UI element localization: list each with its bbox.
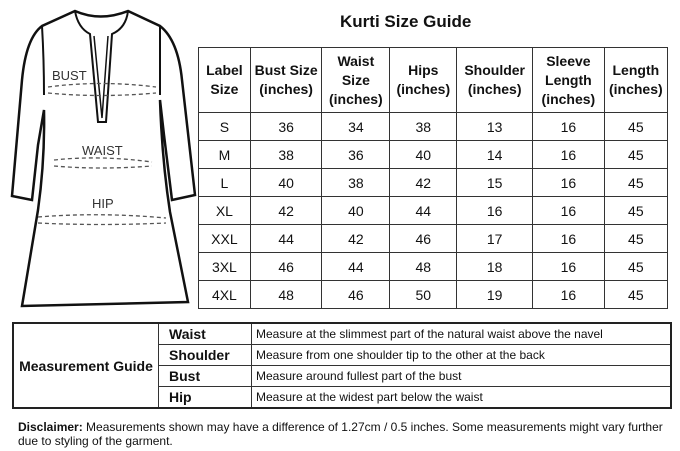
guide-text: Measure from one shoulder tip to the oth… <box>251 344 672 366</box>
table-cell: 46 <box>389 224 458 253</box>
size-table: Label Size Bust Size (inches) Waist Size (… <box>198 47 669 309</box>
column-header: Hips (inches) <box>389 47 458 113</box>
table-cell: 42 <box>389 168 458 197</box>
table-cell: 3XL <box>198 252 251 281</box>
guide-label: Hip <box>158 386 252 409</box>
table-cell: S <box>198 112 251 141</box>
table-cell: 36 <box>321 140 391 169</box>
guide-heading: Measurement Guide <box>12 322 159 409</box>
table-cell: M <box>198 140 251 169</box>
table-row: L 40 38 42 15 16 45 <box>198 168 669 197</box>
table-row: S 36 34 38 13 16 45 <box>198 112 669 141</box>
guide-row: Measurement Guide Waist Measure at the sli… <box>12 322 672 409</box>
table-cell: 45 <box>603 168 669 197</box>
table-cell: 16 <box>532 112 605 141</box>
disclaimer-text: Measurements shown may have a difference… <box>18 420 663 448</box>
table-cell: 16 <box>532 252 605 281</box>
table-cell: 45 <box>603 280 669 309</box>
table-cell: 14 <box>456 140 534 169</box>
table-cell: 17 <box>456 224 534 253</box>
column-header: Shoulder (inches) <box>456 47 534 113</box>
table-row: M 38 36 40 14 16 45 <box>198 140 669 169</box>
table-cell: 45 <box>603 112 669 141</box>
table-cell: 45 <box>603 140 669 169</box>
bust-label: BUST <box>52 68 87 83</box>
table-cell: 16 <box>532 168 605 197</box>
table-cell: 16 <box>532 224 605 253</box>
table-cell: 48 <box>389 252 458 281</box>
table-row: 3XL 46 44 48 18 16 45 <box>198 252 669 281</box>
guide-text: Measure at the slimmest part of the natu… <box>251 322 672 345</box>
table-cell: 44 <box>389 196 458 225</box>
guide-text: Measure at the widest part below the wai… <box>251 386 672 409</box>
page-title: Kurti Size Guide <box>340 12 472 31</box>
table-cell: 48 <box>249 280 323 309</box>
table-cell: 38 <box>321 168 391 197</box>
table-cell: 40 <box>321 196 391 225</box>
column-header: Label Size <box>198 47 251 113</box>
table-cell: 16 <box>456 196 534 225</box>
table-cell: 44 <box>321 252 391 281</box>
hip-label: HIP <box>92 196 114 211</box>
table-cell: XXL <box>198 224 251 253</box>
column-header: Waist Size (inches) <box>321 47 391 113</box>
table-row: XL 42 40 44 16 16 45 <box>198 196 669 225</box>
disclaimer: Disclaimer: Measurements shown may have … <box>18 420 678 448</box>
table-cell: 46 <box>249 252 323 281</box>
table-cell: 45 <box>603 252 669 281</box>
kurti-illustration: BUST WAIST HIP <box>10 9 197 308</box>
table-cell: 13 <box>456 112 534 141</box>
column-header: Length (inches) <box>603 47 669 113</box>
guide-row: Hip Measure at the widest part below the … <box>13 386 672 409</box>
table-cell: 15 <box>456 168 534 197</box>
column-header: Bust Size (inches) <box>249 47 323 113</box>
table-cell: 38 <box>389 112 458 141</box>
table-cell: XL <box>198 196 251 225</box>
table-cell: 46 <box>321 280 391 309</box>
table-cell: 44 <box>249 224 323 253</box>
disclaimer-label: Disclaimer: <box>18 420 83 434</box>
table-cell: 45 <box>603 196 669 225</box>
table-cell: 36 <box>249 112 323 141</box>
table-cell: 40 <box>249 168 323 197</box>
table-cell: 4XL <box>198 280 251 309</box>
table-cell: 16 <box>532 140 605 169</box>
table-cell: 34 <box>321 112 391 141</box>
table-cell: 16 <box>532 280 605 309</box>
table-cell: 42 <box>249 196 323 225</box>
table-cell: L <box>198 168 251 197</box>
table-cell: 19 <box>456 280 534 309</box>
table-cell: 38 <box>249 140 323 169</box>
guide-row: Bust Measure around fullest part of the b… <box>13 365 672 387</box>
table-row: XXL 44 42 46 17 16 45 <box>198 224 669 253</box>
table-cell: 16 <box>532 196 605 225</box>
column-header: Sleeve Length (inches) <box>532 47 605 113</box>
guide-label: Shoulder <box>158 344 252 366</box>
table-cell: 18 <box>456 252 534 281</box>
table-cell: 40 <box>389 140 458 169</box>
table-cell: 45 <box>603 224 669 253</box>
table-cell: 42 <box>321 224 391 253</box>
measurement-guide-table: Measurement Guide Waist Measure at the sli… <box>12 322 672 409</box>
table-row: 4XL 48 46 50 19 16 45 <box>198 280 669 309</box>
guide-text: Measure around fullest part of the bust <box>251 365 672 387</box>
table-cell: 50 <box>389 280 458 309</box>
guide-label: Bust <box>158 365 252 387</box>
waist-label: WAIST <box>82 143 123 158</box>
guide-label: Waist <box>158 322 252 345</box>
